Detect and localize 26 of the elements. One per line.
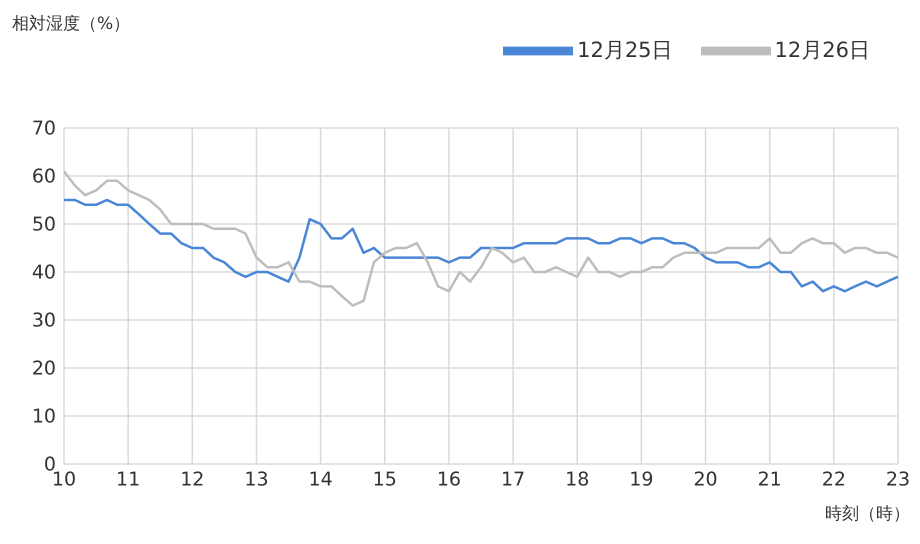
x-tick-label: 11 (116, 468, 140, 490)
y-tick-label: 60 (32, 166, 56, 188)
x-tick-label: 17 (500, 468, 526, 490)
y-tick-label: 30 (32, 310, 56, 332)
x-tick-label: 14 (308, 468, 333, 490)
legend-label: 12月26日 (774, 38, 870, 62)
x-tick-label: 19 (629, 468, 654, 490)
x-tick-label: 16 (436, 468, 462, 490)
x-tick-label: 15 (372, 468, 397, 490)
x-tick-label: 21 (758, 468, 782, 490)
y-tick-label: 10 (32, 406, 56, 428)
x-tick-label: 13 (244, 468, 269, 490)
x-tick-label: 18 (565, 468, 590, 490)
x-tick-label: 22 (822, 468, 846, 490)
x-tick-label: 23 (886, 468, 910, 490)
y-tick-label: 20 (32, 358, 56, 380)
line-series (64, 170, 898, 307)
y-tick-label: 70 (32, 118, 56, 140)
x-axis-title: 時刻（時） (825, 503, 910, 525)
y-tick-label: 50 (32, 214, 56, 236)
x-tick-label: 12 (180, 468, 204, 490)
y-tick-label: 40 (32, 262, 56, 284)
x-tick-label: 20 (693, 468, 718, 490)
line-series (64, 198, 898, 292)
y-axis-title: 相対湿度（%） (12, 13, 130, 35)
legend-label: 12月25日 (577, 38, 673, 62)
